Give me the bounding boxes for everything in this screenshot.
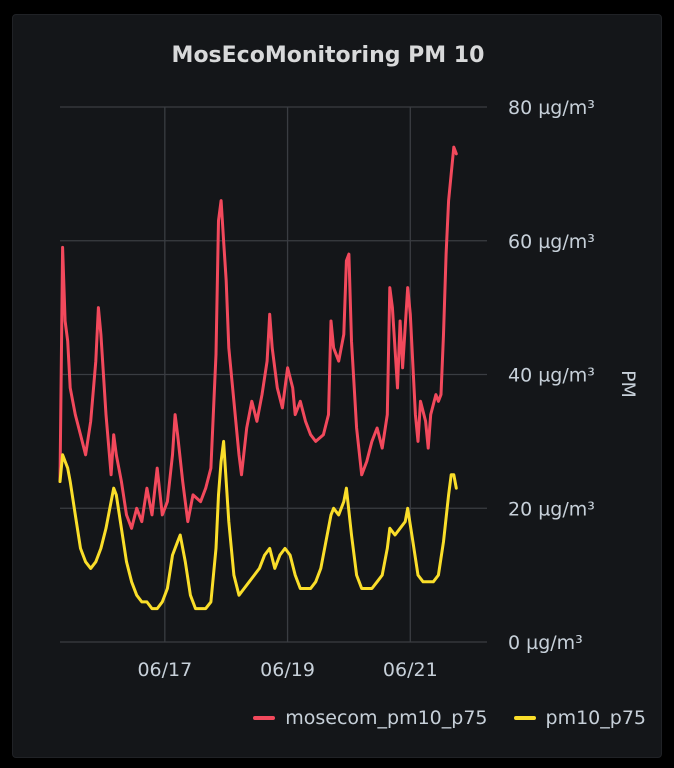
y-tick-label: 20 µg/m³: [508, 498, 595, 520]
legend-item[interactable]: pm10_p75: [513, 707, 646, 729]
y-tick-label: 60 µg/m³: [508, 231, 595, 253]
legend-swatch: [513, 716, 536, 720]
legend: mosecom_pm10_p75 pm10_p75: [227, 707, 646, 729]
y-axis-title: PM: [617, 370, 639, 398]
series-line-mosecom_pm10_p75: [58, 145, 458, 530]
x-tick-label: 06/21: [383, 659, 438, 681]
series-lines: [58, 145, 458, 611]
panel-title: MosEcoMonitoring PM 10: [171, 43, 485, 68]
legend-item[interactable]: mosecom_pm10_p75: [253, 707, 488, 729]
legend-label: pm10_p75: [545, 707, 646, 729]
legend-swatch: [253, 716, 276, 720]
series-line-pm10_p75: [58, 439, 458, 611]
y-tick-label: 80 µg/m³: [508, 97, 595, 119]
y-tick-label: 40 µg/m³: [508, 365, 595, 387]
legend-label: mosecom_pm10_p75: [285, 707, 488, 729]
chart-panel: MosEcoMonitoring PM 10: [12, 14, 662, 758]
y-tick-label: 0 µg/m³: [508, 632, 583, 654]
axis-ticks: 0 µg/m³ 20 µg/m³ 40 µg/m³ 60 µg/m³ 80 µg/m³ 0…: [137, 97, 594, 681]
x-tick-label: 06/17: [137, 659, 192, 681]
x-tick-label: 06/19: [260, 659, 315, 681]
